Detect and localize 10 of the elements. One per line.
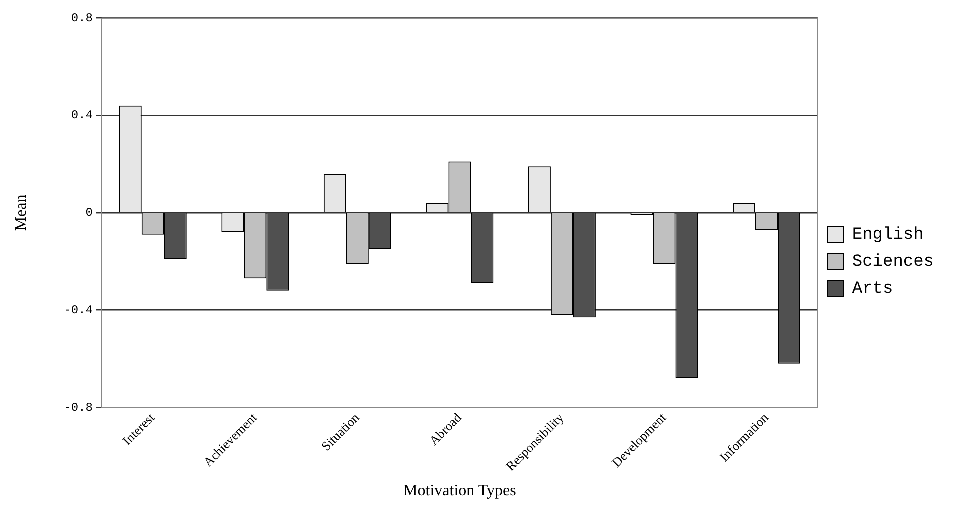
legend-label: English [852, 226, 924, 245]
legend-label: Sciences [852, 253, 934, 272]
y-tick-label: -0.4 [64, 303, 94, 318]
legend-label: Arts [852, 280, 894, 299]
y-tick-label: -0.8 [64, 400, 94, 415]
y-axis-title: Mean [12, 194, 30, 232]
y-tick-label: 0.4 [71, 108, 94, 123]
x-axis-title: Motivation Types [404, 482, 516, 500]
y-tick-label: 0 [86, 206, 94, 220]
y-tick-label: 0.8 [71, 11, 94, 26]
